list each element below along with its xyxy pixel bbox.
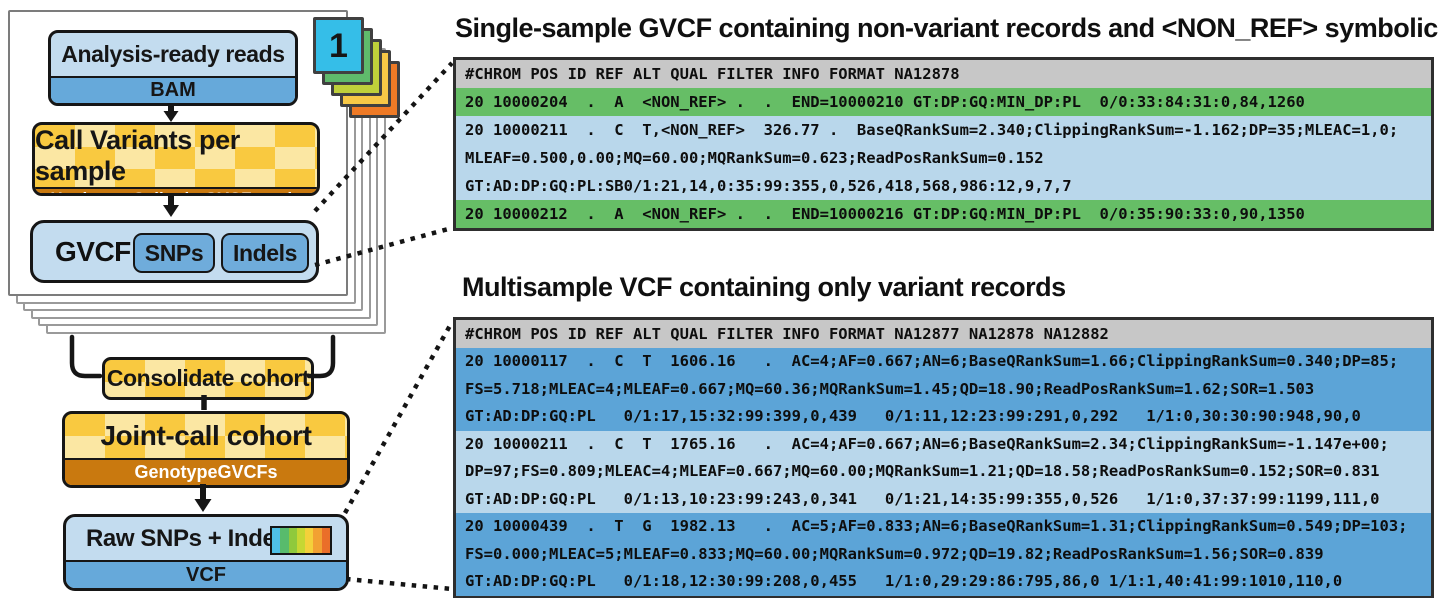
gvcf-box: GVCF SNPs Indels <box>30 220 319 283</box>
record-line: GT:AD:DP:GQ:PL 0/1:18,12:30:99:208,0,455… <box>465 572 1343 590</box>
record-line: 20 10000439 . T G 1982.13 . AC=5;AF=0.83… <box>465 517 1408 535</box>
sample-card-1: 1 <box>313 17 364 74</box>
analysis-ready-reads-box: Analysis-ready reads BAM <box>48 30 298 106</box>
table-row-variant: 20 10000439 . T G 1982.13 . AC=5;AF=0.83… <box>456 513 1431 596</box>
joint-call-cohort-box: Joint-call cohort GenotypeGVCFs <box>62 411 350 488</box>
call-variants-box: Call Variants per sample HaplotypeCaller… <box>32 122 320 196</box>
table-row-variant: 20 10000211 . C T,<NON_REF> 326.77 . Bas… <box>456 116 1431 200</box>
record-line: DP=97;FS=0.809;MLEAC=4;MLEAF=0.667;MQ=60… <box>465 462 1380 480</box>
table-row-nonvariant: 20 10000212 . A <NON_REF> . . END=100002… <box>456 200 1431 228</box>
consolidate-cohort-label: Consolidate cohort <box>106 365 310 391</box>
table-row-variant: 20 10000211 . C T 1765.16 . AC=4;AF=0.66… <box>456 430 1431 513</box>
rainbow-stripe <box>296 528 306 553</box>
dotted-callout-vcf-top <box>343 320 454 515</box>
rainbow-stripe <box>280 528 289 553</box>
table-header-row: #CHROM POS ID REF ALT QUAL FILTER INFO F… <box>456 60 1431 88</box>
record-line: FS=5.718;MLEAC=4;MLEAF=0.667;MQ=60.36;MQ… <box>465 379 1315 398</box>
vcf-table: #CHROM POS ID REF ALT QUAL FILTER INFO F… <box>453 317 1434 598</box>
header-text: #CHROM POS ID REF ALT QUAL FILTER INFO F… <box>465 65 960 83</box>
gvcf-panel-title: Single-sample GVCF containing non-varian… <box>455 13 1440 43</box>
dotted-callout-vcf-bottom <box>345 576 453 592</box>
haplotypecaller-strip: HaplotypeCaller in GVCF mode <box>35 187 317 193</box>
record-line: GT:AD:DP:GQ:PL 0/1:17,15:32:99:399,0,439… <box>465 407 1361 425</box>
rainbow-stripe <box>305 528 314 553</box>
sample-number: 1 <box>329 26 348 65</box>
raw-snps-indels-label: Raw SNPs + Indels <box>86 524 295 552</box>
header-text: #CHROM POS ID REF ALT QUAL FILTER INFO F… <box>465 325 1109 343</box>
arrowhead <box>194 499 212 512</box>
gvcf-table: #CHROM POS ID REF ALT QUAL FILTER INFO F… <box>453 57 1434 231</box>
rainbow-stripe <box>288 528 297 553</box>
gvcf-label: GVCF <box>55 235 131 267</box>
record-line: MLEAF=0.500,0.00;MQ=60.00;MQRankSum=0.62… <box>465 149 1044 167</box>
rainbow-stripe <box>313 528 322 553</box>
vcf-rainbow-icon <box>270 526 332 555</box>
rainbow-stripe <box>321 528 330 553</box>
table-row-variant: 20 10000117 . C T 1606.16 . AC=4;AF=0.66… <box>456 348 1431 431</box>
consolidate-cohort-box: Consolidate cohort <box>102 357 314 400</box>
bracket-left <box>69 334 103 379</box>
joint-call-cohort-label: Joint-call cohort <box>100 420 312 451</box>
record-line: 20 10000212 . A <NON_REF> . . END=100002… <box>465 205 1305 223</box>
genotypegvcfs-strip: GenotypeGVCFs <box>65 458 347 485</box>
rainbow-stripe <box>272 528 281 553</box>
record-line: 20 10000211 . C T 1765.16 . AC=4;AF=0.66… <box>465 434 1389 453</box>
raw-snps-indels-box: Raw SNPs + Indels VCF <box>63 514 349 591</box>
bam-label: BAM <box>51 76 295 103</box>
analysis-ready-reads-label: Analysis-ready reads <box>61 41 285 67</box>
record-line: FS=0.000;MLEAC=5;MLEAF=0.833;MQ=60.00;MQ… <box>465 544 1324 563</box>
record-line: 20 10000204 . A <NON_REF> . . END=100002… <box>465 93 1305 111</box>
call-variants-label: Call Variants per sample <box>35 125 240 186</box>
record-line: 20 10000211 . C T,<NON_REF> 326.77 . Bas… <box>465 121 1399 139</box>
record-line: GT:AD:DP:GQ:PL 0/1:13,10:23:99:243,0,341… <box>465 489 1380 508</box>
table-header-row: #CHROM POS ID REF ALT QUAL FILTER INFO F… <box>456 320 1431 348</box>
record-line: 20 10000117 . C T 1606.16 . AC=4;AF=0.66… <box>465 352 1399 370</box>
vcf-panel-title: Multisample VCF containing only variant … <box>462 272 1066 302</box>
indels-chip: Indels <box>221 233 309 273</box>
snps-chip: SNPs <box>133 233 215 273</box>
table-row-nonvariant: 20 10000204 . A <NON_REF> . . END=100002… <box>456 88 1431 116</box>
record-line: GT:AD:DP:GQ:PL:SB0/1:21,14,0:35:99:355,0… <box>465 177 1072 195</box>
vcf-label: VCF <box>66 560 346 588</box>
